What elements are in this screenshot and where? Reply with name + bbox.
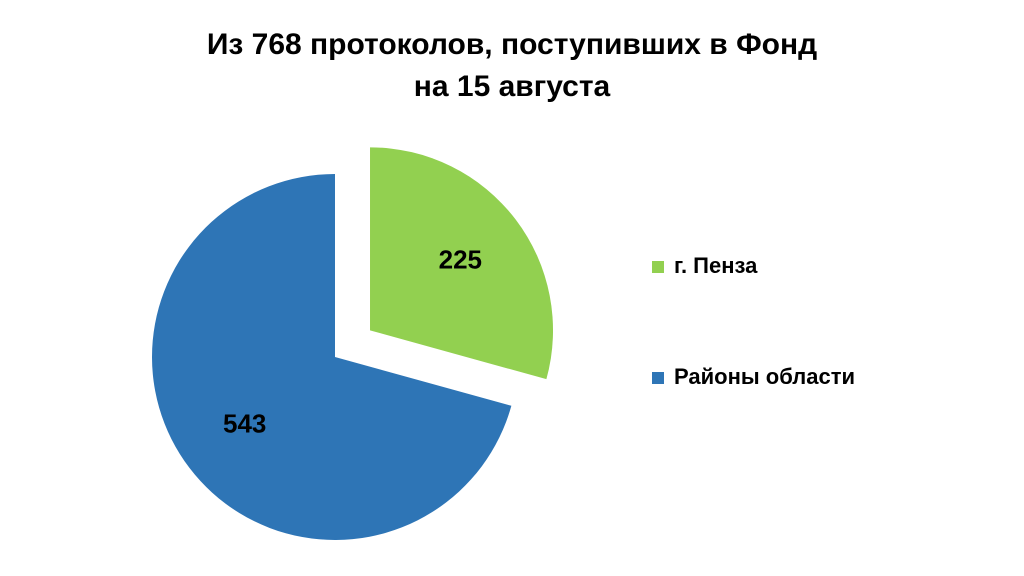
data-label: 543 xyxy=(223,409,266,439)
chart-title: Из 768 протоколов, поступивших в Фонд xyxy=(207,28,817,61)
legend-label: г. Пенза xyxy=(674,253,758,278)
data-label: 225 xyxy=(439,245,482,275)
legend-label: Районы области xyxy=(674,364,855,389)
chart-title: на 15 августа xyxy=(414,70,611,103)
legend-swatch xyxy=(652,261,664,273)
legend-swatch xyxy=(652,372,664,384)
pie-slice xyxy=(370,147,554,380)
pie-slice xyxy=(151,174,512,540)
